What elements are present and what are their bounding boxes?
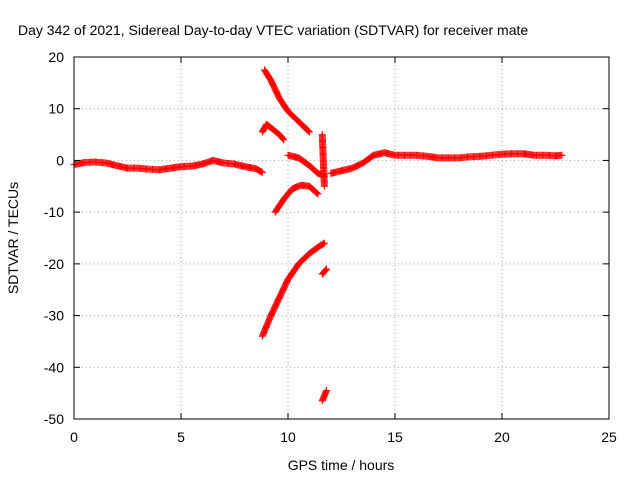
y-tick-label: -40 — [44, 359, 64, 375]
x-tick-label: 10 — [280, 429, 296, 445]
y-tick-label: 20 — [48, 49, 64, 65]
tick-labels: 0 5 10 15 20 25 -50 -40 -30 -20 -10 0 10 20 — [44, 49, 617, 445]
series-short-segment-minus-21 — [318, 265, 331, 278]
x-tick-label: 25 — [601, 429, 617, 445]
data-point — [319, 240, 327, 248]
grid — [74, 57, 609, 419]
data-point — [312, 188, 320, 196]
series-rising-arc — [258, 239, 328, 340]
data-point — [257, 168, 265, 176]
data-point — [258, 168, 266, 176]
x-tick-label: 20 — [494, 429, 510, 445]
x-axis-label: GPS time / hours — [288, 457, 395, 473]
data-point — [314, 190, 322, 198]
data-point — [320, 240, 328, 248]
series-isolated-points — [318, 131, 328, 190]
data-point — [305, 127, 313, 135]
x-tick-label: 0 — [70, 429, 78, 445]
chart-title: Day 342 of 2021, Sidereal Day-to-day VTE… — [18, 22, 528, 38]
y-tick-label: 10 — [48, 101, 64, 117]
series-main-track-early — [70, 156, 266, 176]
data-point — [368, 153, 376, 161]
x-tick-label: 15 — [387, 429, 403, 445]
y-tick-label: -20 — [44, 256, 64, 272]
y-tick-label: -10 — [44, 204, 64, 220]
y-tick-label: -30 — [44, 308, 64, 324]
y-tick-label: 0 — [56, 152, 64, 168]
series-arc-minus-ten — [271, 181, 322, 216]
series-short-arc-upper — [258, 120, 288, 144]
data-point — [305, 128, 313, 136]
data-point — [558, 151, 566, 159]
data-point — [320, 239, 328, 247]
data-point — [322, 266, 330, 274]
data-point — [320, 182, 328, 190]
x-tick-label: 5 — [177, 429, 185, 445]
data-point — [323, 387, 331, 395]
series-short-segment-minus-46 — [318, 387, 331, 405]
data-point — [321, 267, 329, 275]
data-point — [278, 134, 286, 142]
data-point — [313, 189, 321, 197]
data-point — [279, 135, 287, 143]
series-main-track-late — [327, 149, 566, 177]
data-point — [288, 186, 296, 194]
data-points — [70, 66, 566, 405]
data-point — [280, 136, 288, 144]
y-tick-label: -50 — [44, 411, 64, 427]
y-axis-label: SDTVAR / TECUs — [5, 182, 21, 294]
axis-ticks — [73, 56, 610, 420]
plot-frame — [73, 56, 610, 420]
data-point — [304, 126, 312, 134]
series-descending-arc — [260, 66, 313, 136]
data-point — [323, 265, 331, 273]
